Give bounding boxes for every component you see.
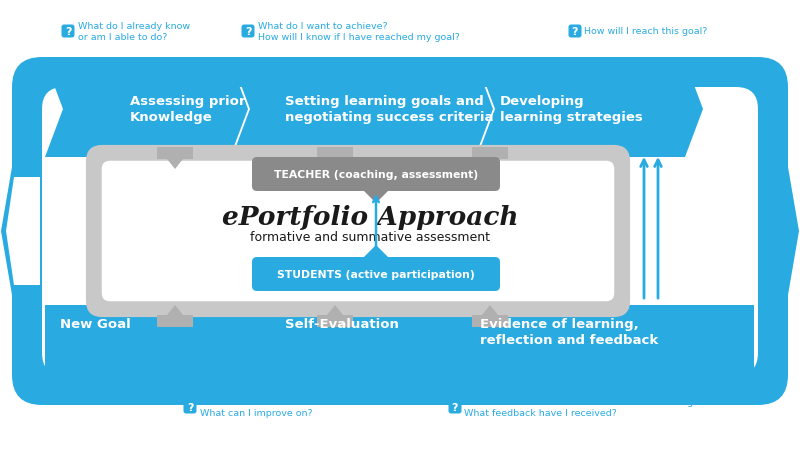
Polygon shape — [1, 168, 42, 295]
Polygon shape — [317, 148, 353, 169]
FancyBboxPatch shape — [62, 25, 74, 38]
Polygon shape — [3, 173, 42, 290]
Polygon shape — [157, 148, 193, 169]
FancyBboxPatch shape — [100, 160, 616, 303]
Polygon shape — [442, 305, 754, 401]
Polygon shape — [477, 62, 703, 158]
Text: Setting learning goals and
negotiating success criteria: Setting learning goals and negotiating s… — [285, 95, 494, 124]
FancyBboxPatch shape — [88, 148, 628, 315]
Polygon shape — [364, 192, 388, 204]
FancyBboxPatch shape — [569, 25, 582, 38]
Text: What have I done well?
What can I improve on?: What have I done well? What can I improv… — [199, 397, 312, 417]
Text: ?: ? — [452, 402, 458, 412]
Text: New Goal: New Goal — [60, 317, 130, 330]
FancyBboxPatch shape — [252, 257, 500, 291]
Polygon shape — [758, 168, 799, 295]
Text: ?: ? — [186, 402, 194, 412]
Text: What do I already know
or am I able to do?: What do I already know or am I able to d… — [78, 22, 190, 42]
FancyBboxPatch shape — [242, 25, 254, 38]
Text: ePortfolio Approach: ePortfolio Approach — [222, 205, 518, 230]
Text: TEACHER (coaching, assessment): TEACHER (coaching, assessment) — [274, 169, 478, 180]
Polygon shape — [364, 245, 388, 257]
Text: STUDENTS (active participation): STUDENTS (active participation) — [277, 269, 475, 279]
Text: formative and summative assessment: formative and summative assessment — [250, 231, 490, 244]
FancyBboxPatch shape — [183, 400, 197, 413]
FancyBboxPatch shape — [252, 158, 500, 192]
Text: How will I reach this goal?: How will I reach this goal? — [585, 27, 708, 37]
Polygon shape — [249, 305, 476, 401]
Text: Developing
learning strategies: Developing learning strategies — [500, 95, 642, 124]
Polygon shape — [472, 305, 508, 327]
Text: What do I want to achieve?
How will I know if I have reached my goal?: What do I want to achieve? How will I kn… — [258, 22, 459, 42]
Polygon shape — [6, 178, 40, 285]
FancyBboxPatch shape — [42, 88, 758, 375]
Text: ?: ? — [65, 27, 71, 37]
Text: Self-Evaluation: Self-Evaluation — [285, 317, 399, 330]
Text: What evidence shows that I have reached this goal?
What feedback have I received: What evidence shows that I have reached … — [465, 397, 713, 417]
Polygon shape — [472, 148, 508, 169]
Text: ?: ? — [572, 27, 578, 37]
Text: ?: ? — [245, 27, 251, 37]
Polygon shape — [317, 305, 353, 327]
Polygon shape — [157, 305, 193, 327]
FancyBboxPatch shape — [12, 58, 788, 405]
FancyBboxPatch shape — [449, 400, 462, 413]
Polygon shape — [232, 62, 493, 158]
Text: Assessing prior
Knowledge: Assessing prior Knowledge — [130, 95, 246, 124]
Text: Evidence of learning,
reflection and feedback: Evidence of learning, reflection and fee… — [480, 317, 658, 346]
Polygon shape — [45, 62, 248, 158]
Polygon shape — [45, 305, 283, 401]
